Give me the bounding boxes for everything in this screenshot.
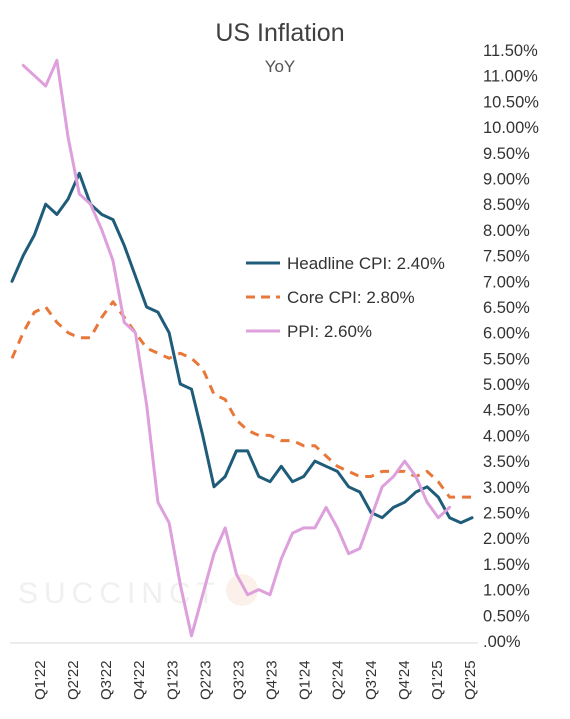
x-tick-label: Q2'23 xyxy=(197,660,214,700)
x-tick-label: Q2'25 xyxy=(462,660,479,700)
x-tick-label: Q1'23 xyxy=(164,660,181,700)
x-tick-label: Q3'22 xyxy=(98,660,115,700)
y-tick-label: 8.50% xyxy=(483,196,530,214)
y-tick-label: 2.00% xyxy=(483,530,530,548)
watermark: SUCCINCT xyxy=(18,574,258,610)
y-tick-label: 7.50% xyxy=(483,248,530,266)
y-tick-label: 0.50% xyxy=(483,607,530,625)
y-tick-label: 6.00% xyxy=(483,325,530,343)
y-tick-label: 5.50% xyxy=(483,350,530,368)
y-tick-label: 8.00% xyxy=(483,222,530,240)
y-tick-label: 4.50% xyxy=(483,402,530,420)
y-tick-label: 9.00% xyxy=(483,170,530,188)
chart-subtitle: YoY xyxy=(265,57,296,76)
y-tick-label: 2.50% xyxy=(483,505,530,523)
chart-title: US Inflation xyxy=(215,19,344,47)
y-tick-label: 1.50% xyxy=(483,556,530,574)
y-tick-label: 11.00% xyxy=(483,68,538,86)
x-tick-label: Q2'24 xyxy=(330,660,347,700)
y-tick-label: 7.00% xyxy=(483,273,530,291)
y-tick-label: 3.50% xyxy=(483,453,530,471)
x-tick-label: Q3'24 xyxy=(363,660,380,700)
y-tick-label: 11.50% xyxy=(483,42,538,60)
y-tick-label: 6.50% xyxy=(483,299,530,317)
x-tick-label: Q1'25 xyxy=(429,660,446,700)
x-tick-label: Q2'22 xyxy=(65,660,82,700)
x-tick-label: Q4'24 xyxy=(396,660,413,700)
y-tick-label: 5.00% xyxy=(483,376,530,394)
x-tick-label: Q1'24 xyxy=(297,660,314,700)
legend-label: Headline CPI: 2.40% xyxy=(287,254,445,273)
series-line-0 xyxy=(10,171,474,525)
watermark-logo xyxy=(226,574,258,606)
y-tick-label: .00% xyxy=(483,633,521,651)
series-lines xyxy=(10,58,474,638)
x-tick-label: Q4'22 xyxy=(131,660,148,700)
series-line-1 xyxy=(10,300,472,499)
y-axis-ticks: .00% 0.50% 1.00% 1.50% 2.00% 2.50% 3.00% 3.50% 4… xyxy=(483,42,539,651)
watermark-text: SUCCINCT xyxy=(18,577,221,610)
y-tick-label: 9.50% xyxy=(483,145,530,163)
y-tick-label: 3.00% xyxy=(483,479,530,497)
x-tick-label: Q4'23 xyxy=(264,660,281,700)
y-tick-label: 10.50% xyxy=(483,93,539,111)
y-tick-label: 4.00% xyxy=(483,427,530,445)
x-tick-label: Q3'23 xyxy=(230,660,247,700)
y-tick-label: 1.00% xyxy=(483,582,530,600)
legend-label: PPI: 2.60% xyxy=(287,322,372,341)
legend: Headline CPI: 2.40% Core CPI: 2.80% PPI: 2… xyxy=(246,254,445,341)
x-axis-ticks: Q1'22 Q2'22 Q3'22 Q4'22 Q1'23 Q2'23 Q3'23 Q4'23… xyxy=(32,660,479,700)
y-tick-label: 10.00% xyxy=(483,119,539,137)
x-tick-label: Q1'22 xyxy=(32,660,49,700)
legend-label: Core CPI: 2.80% xyxy=(287,288,415,307)
series-line-2 xyxy=(21,58,452,638)
